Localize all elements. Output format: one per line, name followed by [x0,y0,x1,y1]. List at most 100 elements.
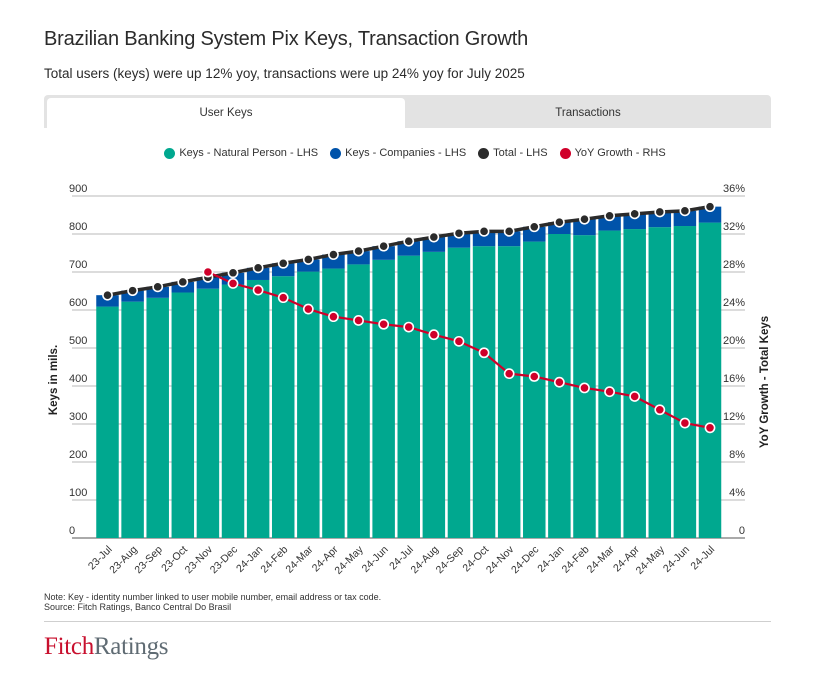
bar-companies [598,215,621,231]
point-yoy-growth [553,376,565,388]
bar-natural-person [598,230,621,538]
bar-natural-person [397,255,420,538]
point-total [553,216,565,228]
bar-companies [472,231,496,247]
bar-companies [322,254,345,269]
fitch-ratings-logo: FitchRatings [44,633,169,661]
bar-companies [271,263,295,277]
bar-companies [246,267,270,280]
x-tick-label: 24-May [332,543,366,577]
bar-natural-person [623,229,646,538]
y-tick-label: 300 [69,411,87,423]
x-tick-label: 24-Feb [258,544,290,576]
tab-user-keys[interactable]: User Keys [47,98,405,128]
bar-companies [573,219,596,236]
point-total [277,257,289,269]
point-yoy-growth [252,284,264,296]
bar-companies [673,210,697,227]
bar-companies [297,259,320,272]
legend-item-yoy-growth[interactable]: YoY Growth - RHS [559,147,666,159]
point-total [654,206,666,218]
bars [96,206,722,539]
bar-companies [497,231,521,247]
logo-fitch: Fitch [44,633,94,660]
point-yoy-growth [704,422,716,434]
x-tick-label: 23-Sep [132,544,165,577]
bar-companies [347,251,370,265]
note-text: Note: Key - identity number linked to us… [44,592,382,602]
legend-item-companies[interactable]: Keys - Companies - LHS [330,147,466,159]
bar-natural-person [146,297,169,538]
chart-subtitle: Total users (keys) were up 12% yoy, tran… [44,66,525,81]
tab-transactions[interactable]: Transactions [555,107,621,119]
point-yoy-growth [202,266,214,278]
y2-tick-label: 36% [723,183,745,195]
point-total [328,249,339,260]
bar-natural-person [96,306,119,538]
x-tick-label: 24-Dec [509,544,541,576]
y2-tick-label: 16% [723,373,745,385]
legend-marker-icon [330,147,342,159]
point-total [177,276,189,288]
y-tick-label: 400 [69,373,87,385]
y2-tick-label: 24% [723,297,745,309]
point-yoy-growth [654,404,666,416]
y2-axis-title: YoY Growth - Total Keys [759,316,771,448]
point-yoy-growth [403,321,415,333]
bar-natural-person [297,271,320,538]
y-tick-label: 200 [69,449,87,461]
legend-label: YoY Growth - RHS [574,147,666,159]
legend-item-natural-person[interactable]: Keys - Natural Person - LHS [164,147,318,159]
legend-label: Total - LHS [493,147,548,159]
point-total [629,208,641,220]
y-tick-label: 500 [69,335,87,347]
point-yoy-growth [604,386,615,398]
tab-bar: User Keys Transactions [44,95,771,128]
point-yoy-growth [503,368,515,380]
y-tick-label: 700 [69,259,87,271]
footnote: Note: Key - identity number linked to us… [44,592,381,612]
point-yoy-growth [579,382,590,394]
bar-companies [372,246,395,260]
point-yoy-growth [302,303,314,315]
bar-companies [648,211,672,228]
x-tick-label: 24-Mar [585,543,617,575]
legend-item-total[interactable]: Total - LHS [478,147,548,159]
point-total [152,281,164,293]
y-tick-label: 800 [69,221,87,233]
point-total [353,245,364,257]
bar-companies [523,226,546,242]
y2-tick-label: 32% [723,221,745,233]
logo-ratings: Ratings [93,633,169,660]
bar-companies [196,277,220,289]
point-yoy-growth [378,318,390,330]
point-total [252,262,264,274]
point-yoy-growth [528,371,540,382]
chart-title: Brazilian Banking System Pix Keys, Trans… [44,28,529,50]
point-total [528,221,540,233]
bar-natural-person [271,276,295,538]
y-tick-label: 600 [69,297,87,309]
chart-plot: 0 0 100 4% 200 8% 300 12% 400 16% 500 20% 600 24% 700 2… [48,183,771,577]
bar-companies [548,222,571,234]
bar-natural-person [322,268,345,538]
bar-natural-person [648,227,672,538]
x-tick-label: 24-Feb [560,544,592,576]
point-total [453,227,465,239]
y2-tick-label: 0 [739,525,745,537]
y-tick-label: 100 [69,487,87,499]
point-total [403,235,415,247]
bar-natural-person [673,226,697,538]
y2-tick-label: 28% [723,259,745,271]
bar-companies [121,290,144,302]
point-yoy-growth [478,347,490,359]
legend-marker-icon [478,147,490,159]
divider [44,621,771,622]
point-total [704,201,716,213]
bar-natural-person [372,259,395,538]
point-yoy-growth [453,335,465,347]
x-tick-label: 24-Jun [360,544,391,575]
series-lines [102,201,716,434]
bar-natural-person [121,301,144,538]
y2-tick-label: 20% [723,335,745,347]
